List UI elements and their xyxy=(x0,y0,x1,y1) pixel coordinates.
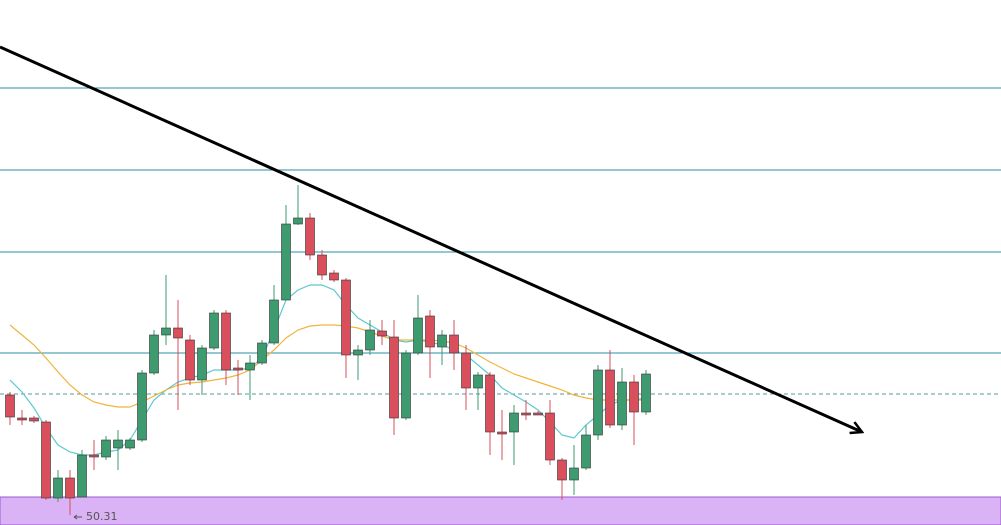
zone xyxy=(0,496,1001,525)
candle-body xyxy=(353,349,363,356)
candle-body xyxy=(341,279,351,356)
candle-body xyxy=(29,417,39,422)
candle-body xyxy=(377,330,387,337)
label-layer: 50.31 xyxy=(73,510,118,523)
candle-body xyxy=(293,217,303,225)
candle-body xyxy=(521,412,531,416)
trend-line xyxy=(0,45,862,432)
candle-body xyxy=(65,477,75,499)
candle-body xyxy=(533,412,543,416)
candle-body xyxy=(317,254,327,276)
candle-body xyxy=(209,312,219,349)
candle-body xyxy=(629,381,639,413)
candles-layer xyxy=(5,185,651,515)
candle-body xyxy=(149,334,159,374)
label-arrow xyxy=(73,514,82,520)
candle-body xyxy=(269,299,279,344)
candle-body xyxy=(245,362,255,371)
low-price-label: 50.31 xyxy=(86,510,118,523)
candle-body xyxy=(41,421,51,499)
candle-body xyxy=(545,412,555,461)
moving-average xyxy=(9,324,646,408)
candle-body xyxy=(17,417,27,421)
candle-body xyxy=(461,352,471,389)
candle-body xyxy=(125,439,135,449)
candle-body xyxy=(281,223,291,301)
candle-body xyxy=(5,394,15,418)
candle-body xyxy=(485,374,495,433)
candle-body xyxy=(161,327,171,336)
moving-average xyxy=(9,284,647,456)
candle-body xyxy=(581,434,591,469)
candle-body xyxy=(593,369,603,436)
candle-body xyxy=(617,381,627,426)
candle-body xyxy=(413,317,423,354)
candle-body xyxy=(389,336,399,419)
candle-body xyxy=(173,327,183,339)
candle-body xyxy=(77,454,87,498)
candle-body xyxy=(89,454,99,458)
candle-body xyxy=(641,373,651,413)
candle-body xyxy=(101,439,111,458)
candle-body xyxy=(401,352,411,419)
candle-body xyxy=(329,272,339,281)
candle-body xyxy=(437,334,447,348)
candle-body xyxy=(305,217,315,256)
candle-body xyxy=(257,342,267,364)
candle-body xyxy=(425,315,435,348)
candle-body xyxy=(365,329,375,351)
candle-body xyxy=(53,477,63,499)
candle-body xyxy=(233,367,243,371)
candle-body xyxy=(197,347,207,381)
candle-body xyxy=(185,339,195,381)
candle-body xyxy=(473,374,483,389)
candle-body xyxy=(569,467,579,481)
candle-body xyxy=(449,334,459,354)
candle-body xyxy=(557,459,567,481)
background-layer xyxy=(0,87,1001,525)
candle-body xyxy=(113,439,123,449)
candle-body xyxy=(497,431,507,435)
candle-body xyxy=(221,312,231,371)
candle-body xyxy=(509,412,519,433)
candle-body xyxy=(137,372,147,441)
candle-body xyxy=(605,369,615,426)
